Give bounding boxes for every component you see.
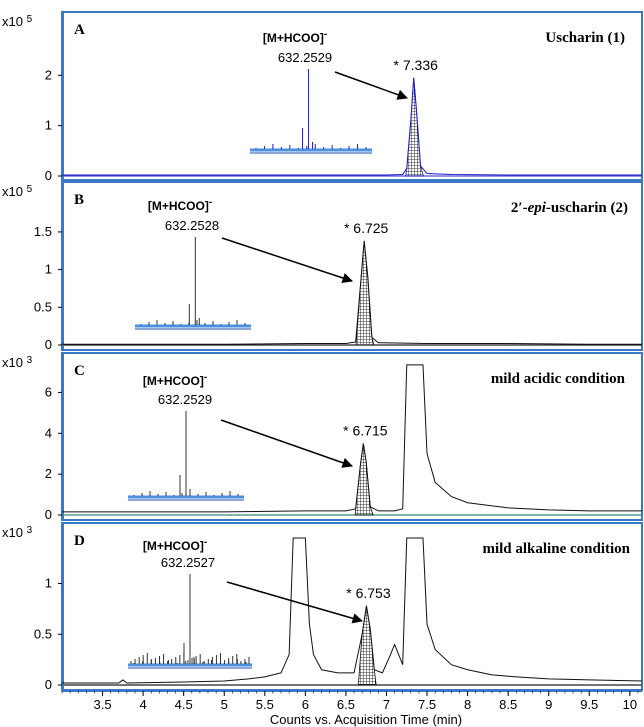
panel-a-title: Uscharin (1) — [545, 30, 625, 46]
panel-c-mz-label: 632.2529 — [158, 392, 212, 407]
panel-b-ytick-label: 1.5 — [34, 224, 52, 239]
panel-c-peak-fill — [354, 443, 374, 516]
panel-b-letter: B — [74, 192, 84, 208]
panel-b-mz-label: 632.2528 — [165, 218, 219, 233]
panel-a-ytick-label: 0 — [45, 168, 52, 183]
panel-c-ytick-label: 4 — [45, 425, 52, 440]
panel-b-ytick-label: 0 — [45, 337, 52, 352]
panel-a-mz-label: 632.2529 — [278, 50, 332, 65]
panel-c-arrow — [220, 419, 353, 468]
x-tick-label: 5.5 — [256, 697, 274, 712]
panel-b-peak-fill — [355, 240, 375, 346]
panel-c-trace — [62, 364, 642, 513]
panel-a-letter: A — [74, 22, 85, 38]
panel-b-ytick-label: 1 — [45, 262, 52, 277]
x-tick-label: 5 — [221, 697, 228, 712]
x-tick-label: 6 — [302, 697, 309, 712]
panel-d-trace — [62, 537, 643, 684]
panel-d-letter: D — [74, 533, 85, 549]
x-tick-label: 4 — [140, 697, 147, 712]
panel-c-peak-label: * 6.715 — [343, 423, 388, 439]
panel-d-title: mild alkaline condition — [482, 541, 630, 557]
panel-d: x10 3 0 0.5 1 D mild alkaline condition * 6.75… — [2, 522, 643, 692]
x-tick-label: 10 — [623, 697, 637, 712]
panel-d-arrow — [226, 581, 364, 624]
panel-a-peak-label: * 7.336 — [394, 57, 439, 73]
panel-d-peak-fill — [357, 605, 377, 686]
panel-a-peak-fill — [405, 77, 424, 177]
panel-b-arrow — [221, 237, 353, 284]
panel-b-title: 2′-epi-uscharin (2) — [511, 200, 628, 216]
panel-d-scale-label: x10 3 — [2, 525, 33, 540]
panel-a-ion-label: [M+HCOO]- — [263, 29, 327, 45]
x-axis: 3.5 4 4.5 5 5.5 6 6.5 7 7.5 8 8.5 9 9.5 10 — [61, 690, 642, 712]
x-tick-label: 7.5 — [418, 697, 436, 712]
panel-c-letter: C — [74, 363, 85, 379]
panel-d-ytick-label: 1 — [45, 576, 52, 591]
x-tick-label: 9.5 — [580, 697, 598, 712]
panel-a-scale-label: x10 5 — [2, 14, 33, 29]
panel-c-scale-label: x10 3 — [2, 355, 33, 370]
panel-a-ytick-label: 1 — [45, 118, 52, 133]
panel-b-scale-label: x10 5 — [2, 184, 33, 199]
panel-a-trace — [62, 77, 642, 176]
panel-d-mz-label: 632.2527 — [161, 555, 215, 570]
panel-a-ytick-label: 2 — [45, 67, 52, 82]
x-tick-label: 4.5 — [175, 697, 193, 712]
panel-c-ytick-label: 2 — [45, 466, 52, 481]
panel-d-ytick-label: 0 — [45, 677, 52, 692]
x-tick-label: 6.5 — [337, 697, 355, 712]
panel-a-arrow — [334, 71, 408, 100]
panel-d-peak-label: * 6.753 — [346, 585, 391, 601]
x-tick-label: 8 — [464, 697, 471, 712]
x-tick-label: 7 — [383, 697, 390, 712]
panel-b-ion-label: [M+HCOO]- — [148, 197, 212, 213]
panels-group: x10 5 0 1 2 A Uscharin (1) * 7.336 [M+HCOO]- 632… — [2, 11, 643, 692]
panel-b: x10 5 0 0.5 1 1.5 B 2′-epi-uscharin (2) * 6.725… — [2, 181, 643, 352]
panel-c: x10 3 0 2 4 6 C mild acidic condition * 6.715 [M… — [2, 352, 643, 522]
panel-d-ion-label: [M+HCOO]- — [143, 537, 207, 553]
panel-b-peak-label: * 6.725 — [344, 220, 389, 236]
panel-c-ytick-label: 0 — [45, 507, 52, 522]
x-tick-label: 3.5 — [94, 697, 112, 712]
panel-a: x10 5 0 1 2 A Uscharin (1) * 7.336 [M+HCOO]- 632… — [2, 11, 643, 183]
panel-b-ytick-label: 0.5 — [34, 299, 52, 314]
x-tick-label: 9 — [545, 697, 552, 712]
panel-c-ytick-label: 6 — [45, 384, 52, 399]
panel-c-title: mild acidic condition — [491, 371, 626, 387]
x-tick-label: 8.5 — [499, 697, 517, 712]
panel-d-ytick-label: 0.5 — [34, 626, 52, 641]
x-axis-label: Counts vs. Acquisition Time (min) — [270, 712, 462, 727]
panel-c-ion-label: [M+HCOO]- — [143, 372, 207, 388]
